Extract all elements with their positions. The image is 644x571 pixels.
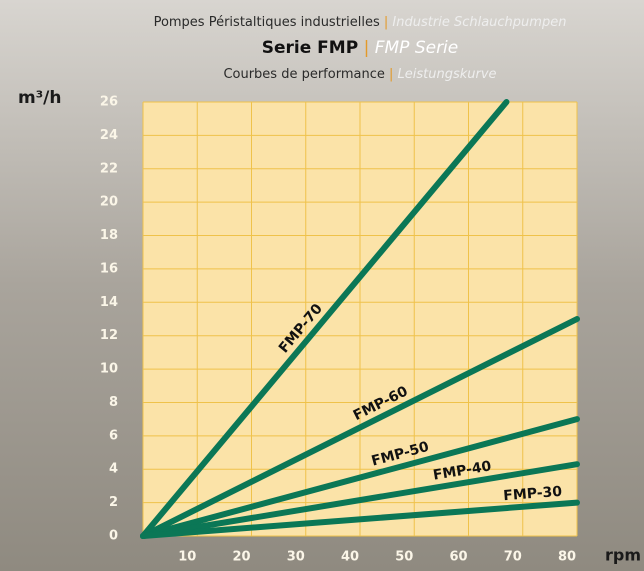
series-line (140, 99, 510, 539)
subtitle: Courbes de performance (223, 67, 384, 82)
y-tick-label: 10 (100, 362, 118, 377)
y-tick-label: 14 (100, 295, 118, 310)
y-tick-label: 26 (100, 95, 118, 110)
y-tick-label: 22 (100, 161, 118, 176)
series-line (140, 416, 580, 539)
y-tick-label: 6 (109, 428, 118, 443)
y-tick-label: 0 (109, 529, 118, 544)
x-tick-label: 20 (232, 550, 250, 565)
header: Pompes Péristaltiques industrielles (154, 15, 380, 30)
subtitle-translation: Leistungskurve (398, 67, 497, 82)
y-tick-label: 2 (109, 495, 118, 510)
y-tick-label: 24 (100, 128, 118, 143)
series-label: FMP-30 (503, 484, 563, 504)
y-tick-label: 18 (100, 228, 118, 243)
x-tick-label: 70 (504, 550, 522, 565)
title-line: Serie FMP | FMP Serie (262, 38, 459, 58)
header-line: Pompes Péristaltiques industrielles | In… (154, 15, 567, 30)
series-line (140, 316, 580, 539)
y-tick-label: 8 (109, 395, 118, 410)
y-tick-label: 4 (109, 462, 118, 477)
title: Serie FMP (262, 38, 358, 58)
y-tick-label: 20 (100, 195, 118, 210)
header-translation: Industrie Schlauchpumpen (392, 15, 566, 30)
series-line (140, 499, 580, 539)
x-tick-label: 80 (558, 550, 576, 565)
separator: | (385, 67, 398, 82)
x-tick-label: 50 (395, 550, 413, 565)
x-tick-label: 30 (287, 550, 305, 565)
x-tick-label: 40 (341, 550, 359, 565)
separator: | (380, 15, 393, 30)
x-tick-label: 60 (449, 550, 467, 565)
title-translation: FMP Serie (375, 38, 459, 58)
y-tick-label: 16 (100, 261, 118, 276)
y-axis-label: m³/h (18, 88, 61, 108)
x-axis-label: rpm (605, 546, 641, 565)
series-line (140, 461, 580, 539)
separator: | (358, 38, 375, 58)
subtitle-line: Courbes de performance | Leistungskurve (223, 67, 496, 82)
x-tick-label: 10 (178, 550, 196, 565)
y-tick-label: 12 (100, 328, 118, 343)
